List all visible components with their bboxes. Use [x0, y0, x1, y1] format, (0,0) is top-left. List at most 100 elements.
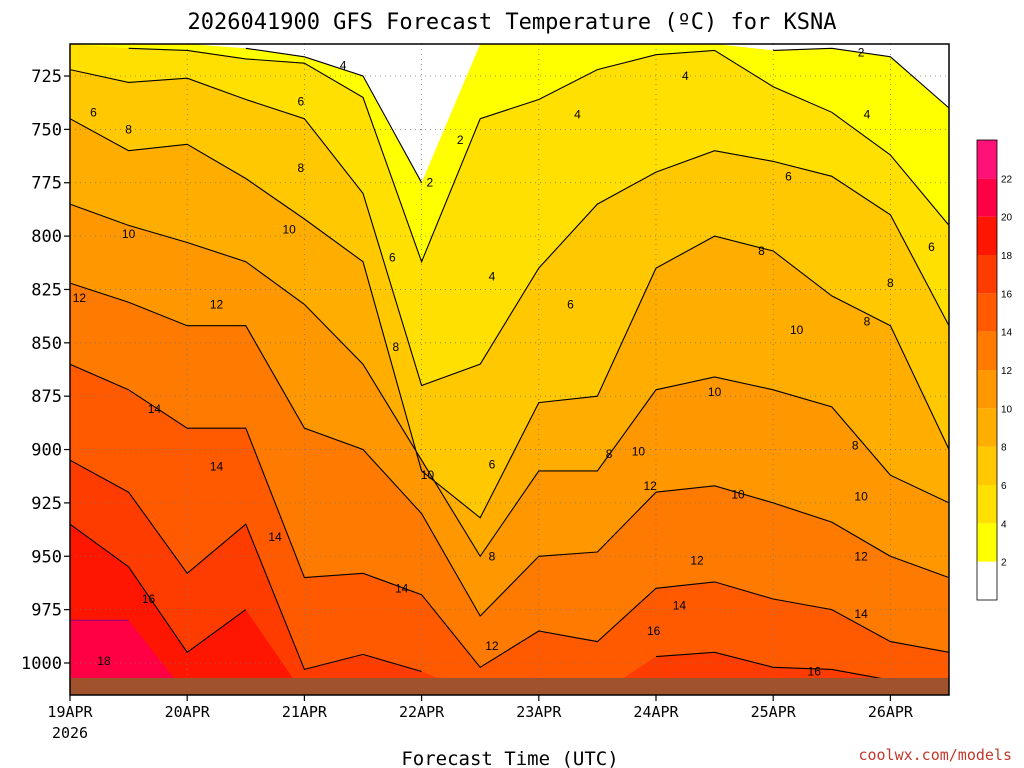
- plot-frame: [69, 43, 950, 696]
- colorbar-tick-label: 2: [1001, 558, 1007, 569]
- temperature-field: [70, 44, 949, 696]
- contour-label: 2: [426, 176, 433, 190]
- colorbar-cell: [977, 140, 997, 179]
- contour-label: 8: [606, 447, 613, 461]
- isotherm-14: [69, 363, 950, 669]
- contour-label: 12: [73, 291, 87, 305]
- contour-label: 10: [122, 227, 136, 241]
- y-tick-label: 850: [31, 334, 62, 354]
- contour-label: 6: [928, 240, 935, 254]
- contour-label: 6: [785, 169, 792, 183]
- contour-label: 12: [690, 554, 704, 568]
- colorbar-cell: [977, 446, 997, 485]
- colorbar-tick-label: 10: [1001, 404, 1013, 415]
- contour-label: 10: [790, 323, 804, 337]
- colorbar-cell: [977, 485, 997, 524]
- band-above-14: [70, 364, 949, 695]
- y-tick-label: 900: [31, 441, 62, 461]
- x-tick-label: 25APR: [751, 703, 797, 721]
- colorbar-tick-label: 4: [1001, 519, 1007, 530]
- contour-label: 12: [643, 479, 657, 493]
- y-tick-label: 775: [31, 174, 62, 194]
- band-above-16: [70, 460, 949, 695]
- contour-label: 14: [268, 530, 282, 544]
- isotherm-2: [773, 47, 950, 109]
- contour-label: 4: [489, 270, 496, 284]
- contour-label: 10: [282, 223, 296, 237]
- contour-label: 12: [485, 639, 499, 653]
- contour-label: 6: [389, 250, 396, 264]
- isotherm-16: [69, 459, 422, 673]
- contour-label: 4: [574, 107, 581, 121]
- isotherm-contours: [69, 47, 950, 681]
- contour-label: 16: [808, 665, 822, 679]
- colorbar-cell: [977, 523, 997, 562]
- isotherm-8: [69, 118, 950, 519]
- contour-label: 6: [567, 297, 574, 311]
- contour-label: 12: [854, 549, 868, 563]
- contour-label: 6: [298, 95, 305, 109]
- y-axis: 725 750 775 800 825 850 875 900 925 950 975 1000: [21, 67, 70, 674]
- y-tick-label: 750: [31, 120, 62, 140]
- contour-label: 10: [854, 489, 868, 503]
- colorbar-tick-label: 18: [1001, 251, 1013, 262]
- contour-label: 10: [421, 468, 435, 482]
- x-tick-label: 23APR: [516, 703, 562, 721]
- colorbar-frame: [976, 139, 998, 601]
- contour-label: 14: [673, 598, 687, 612]
- contour-label: 8: [298, 161, 305, 175]
- colorbar-cell: [977, 408, 997, 447]
- credit-link[interactable]: coolwx.com/models: [858, 746, 1012, 764]
- x-axis-title: Forecast Time (UTC): [401, 748, 618, 768]
- colorbar-tick-label: 6: [1001, 481, 1007, 492]
- contour-labels: 2 2 2 4 4 4 4 4 6 6 6 6 6 6 6 8 8 8 8 8 8 8 8 8 10 10 10 10 10 10 10 10…: [73, 46, 935, 679]
- y-tick-label: 800: [31, 227, 62, 247]
- contour-label: 18: [97, 654, 111, 668]
- x-tick-label: 26APR: [868, 703, 914, 721]
- colorbar-tick-label: 8: [1001, 443, 1007, 454]
- contour-label: 8: [887, 276, 894, 290]
- y-tick-label: 1000: [21, 654, 62, 674]
- ground-surface-bar: [70, 677, 949, 695]
- contour-label: 4: [682, 69, 689, 83]
- isotherm-12: [69, 282, 950, 617]
- contour-label: 16: [647, 624, 661, 638]
- colorbar-tick-label: 14: [1001, 328, 1013, 339]
- contour-label: 16: [142, 592, 156, 606]
- y-tick-label: 950: [31, 547, 62, 567]
- colorbar-tick-label: 20: [1001, 213, 1013, 224]
- y-tick-label: 875: [31, 387, 62, 407]
- contour-label: 14: [148, 402, 162, 416]
- isotherm-10: [69, 203, 950, 558]
- contour-label: 4: [340, 58, 347, 72]
- y-tick-label: 975: [31, 601, 62, 621]
- contour-label: 10: [731, 487, 745, 501]
- colorbar-cell: [977, 178, 997, 217]
- x-tick-label: 19APR: [47, 703, 93, 721]
- isotherm-4: [128, 47, 950, 264]
- colorbar-cell: [977, 216, 997, 255]
- contour-label: 14: [210, 460, 224, 474]
- colorbar: 2 4 6 8 10 12 14 16 18 20 22: [976, 139, 1013, 601]
- contour-label: 8: [852, 438, 859, 452]
- colorbar-cell: [977, 370, 997, 409]
- isotherm-18: [69, 523, 247, 654]
- contour-label: 8: [125, 122, 132, 136]
- x-tick-label: 20APR: [165, 703, 211, 721]
- contour-label: 10: [632, 445, 646, 459]
- x-axis: 19APR 20APR 21APR 22APR 23APR 24APR 25APR 26APR: [47, 695, 914, 721]
- y-tick-label: 925: [31, 494, 62, 514]
- y-tick-label: 725: [31, 67, 62, 87]
- contour-label: 12: [210, 297, 224, 311]
- x-year-label: 2026: [52, 724, 88, 742]
- x-tick-label: 24APR: [633, 703, 679, 721]
- contour-label: 8: [758, 244, 765, 258]
- isotherm-16: [655, 651, 891, 681]
- contour-label: 2: [858, 46, 865, 60]
- contour-label: 8: [392, 340, 399, 354]
- contour-label: 2: [457, 133, 464, 147]
- ground-surface: [70, 677, 949, 695]
- colorbar-tick-label: 12: [1001, 366, 1013, 377]
- contour-label: 4: [864, 107, 871, 121]
